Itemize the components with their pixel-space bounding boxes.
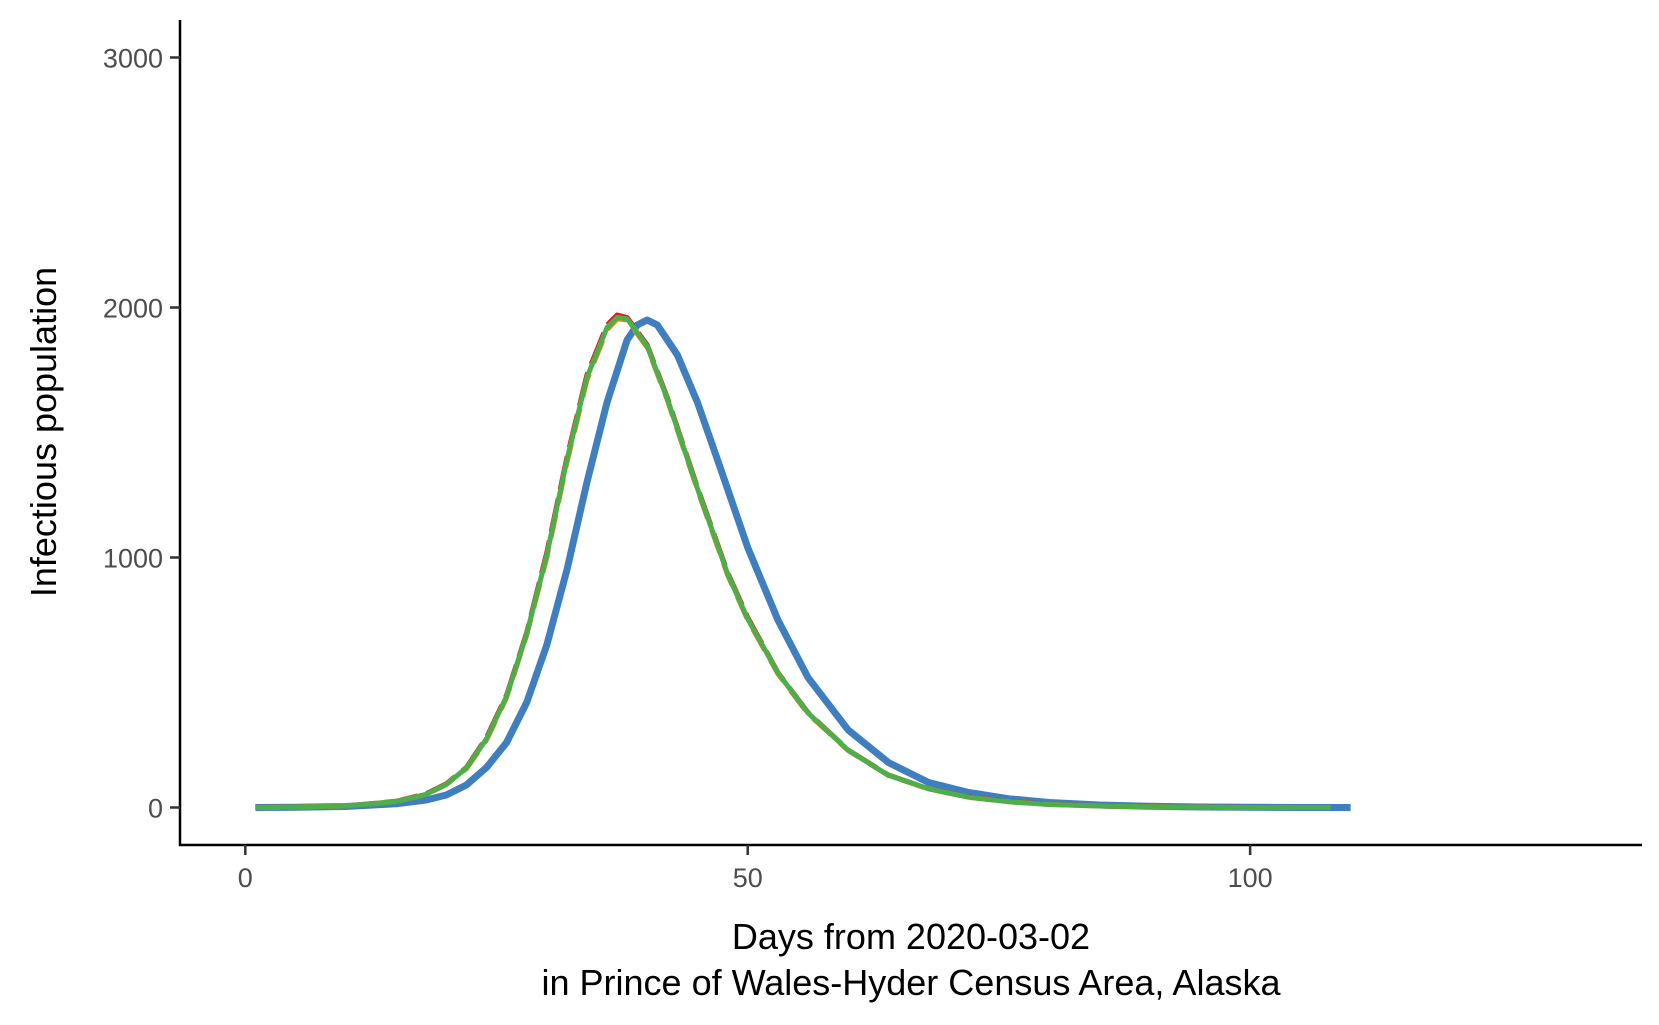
y-axis-ticks: 0 1000 2000 3000 <box>103 44 180 824</box>
y-tick-label: 1000 <box>103 544 163 574</box>
y-axis-title: Infectious population <box>23 267 64 597</box>
x-tick-label: 100 <box>1228 863 1273 893</box>
y-tick-label: 2000 <box>103 294 163 324</box>
x-tick-label: 50 <box>733 863 763 893</box>
axes <box>178 20 1642 847</box>
series-line-3 <box>255 316 1331 810</box>
x-axis-title-line2: in Prince of Wales-Hyder Census Area, Al… <box>542 962 1282 1003</box>
x-axis-ticks: 0 50 100 <box>238 845 1273 893</box>
x-axis-title-line1: Days from 2020-03-02 <box>732 916 1090 957</box>
y-tick-label: 0 <box>148 794 163 824</box>
series-line-1 <box>255 316 1351 811</box>
y-tick-label: 3000 <box>103 44 163 74</box>
series-line-4 <box>255 315 1331 810</box>
x-tick-label: 0 <box>238 863 253 893</box>
series-layer <box>255 312 1351 811</box>
series-line-2 <box>255 312 1331 810</box>
